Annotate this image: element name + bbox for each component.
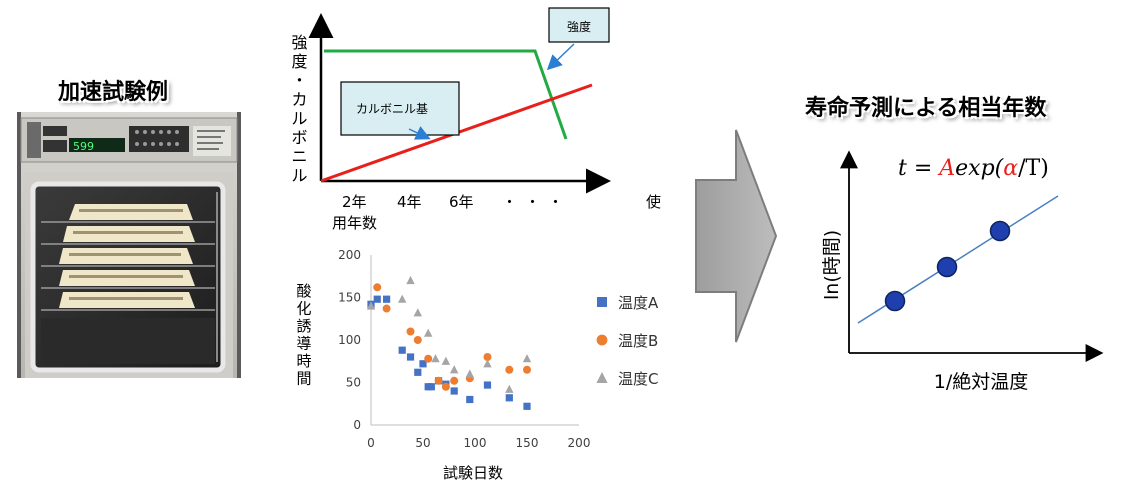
scatter-point	[465, 369, 474, 378]
legend-label: 温度A	[618, 294, 659, 312]
scatter-point	[450, 365, 459, 374]
strength-line	[324, 49, 568, 140]
legend-label: 温度C	[618, 370, 658, 388]
scatter-point	[424, 328, 433, 337]
scatter-point	[413, 336, 422, 344]
scatter-point	[424, 354, 433, 363]
concept-y-label: 強度・カルボニル	[291, 33, 308, 185]
scatter-point	[483, 381, 492, 389]
scatter-point	[427, 383, 435, 391]
formula-A: A	[939, 156, 956, 181]
arrhenius-y-label: ln(時間)	[821, 230, 843, 300]
formula-t: t	[898, 156, 907, 181]
concept-x-label-1: 使	[646, 193, 661, 211]
formula-alpha: α	[1003, 156, 1019, 181]
scatter-point	[431, 354, 440, 363]
scatter-y-tick: 100	[338, 333, 361, 347]
scatter-x-label: 試験日数	[443, 464, 503, 482]
legend-marker	[597, 297, 607, 307]
scatter-y-tick: 0	[353, 418, 361, 432]
callout-carbonyl-box	[340, 81, 460, 136]
scatter-point	[414, 368, 422, 376]
scatter-x-tick: 150	[516, 436, 539, 450]
scatter-point	[382, 304, 391, 313]
scatter-point	[434, 376, 443, 385]
scatter-point	[505, 384, 514, 393]
concept-x-tick: 2年	[342, 193, 367, 211]
arrhenius-point	[936, 256, 958, 278]
scatter-y-tick: 50	[346, 376, 361, 390]
scatter-point	[406, 275, 415, 285]
arrhenius-point	[989, 220, 1011, 242]
scatter-point	[522, 354, 532, 363]
callout-carbonyl-arrow	[408, 126, 431, 140]
scatter-point	[441, 356, 451, 365]
callout-strength-arrow	[546, 43, 575, 71]
scatter-point	[523, 402, 531, 410]
scatter-point	[505, 365, 514, 374]
right-title: 寿命予測による相当年数	[805, 96, 1047, 121]
scatter-x-tick: 50	[415, 436, 430, 450]
callout-strength-box	[548, 7, 610, 43]
scatter-x-tick: 0	[367, 436, 375, 450]
arrhenius-x-label: 1/絶対温度	[934, 371, 1029, 393]
scatter-point	[505, 394, 513, 402]
scatter-point	[413, 308, 422, 317]
arrhenius-formula: t = Aexp(α/T)	[898, 156, 1049, 181]
concept-diagram: 強度・カルボニル 強度 カルボニル基 2年 4年 6年 ・・・ 使 用年数	[291, 7, 661, 232]
scatter-point	[441, 382, 450, 391]
scatter-point	[406, 353, 415, 361]
concept-x-label-2: 用年数	[332, 214, 377, 232]
scatter-point	[523, 365, 531, 374]
scatter-point	[419, 360, 427, 368]
scatter-point	[466, 395, 474, 404]
legend-marker	[596, 372, 608, 383]
scatter-point	[450, 376, 459, 385]
left-title: 加速試験例	[58, 80, 169, 105]
callout-strength-label: 強度	[567, 19, 591, 34]
big-right-arrow	[695, 129, 778, 343]
scatter-chart: 0 50 100 150 200 0 50 100 150 200 温度A 温度B 温度C 酸化誘導時…	[284, 244, 694, 494]
concept-x-tick: ・・・	[502, 193, 571, 211]
oven-photo: 599	[17, 112, 241, 378]
scatter-point	[483, 359, 492, 368]
formula-exp: exp(	[955, 156, 1004, 181]
legend-marker	[596, 334, 608, 346]
scatter-point	[483, 353, 492, 361]
scatter-y-label: 酸化誘導時間	[296, 282, 311, 388]
scatter-point	[398, 346, 406, 354]
arrhenius-plot: ln(時間) 1/絶対温度	[821, 150, 1104, 393]
concept-x-tick: 6年	[449, 193, 474, 211]
scatter-point	[366, 301, 376, 310]
scatter-x-tick: 100	[464, 436, 487, 450]
scatter-point	[383, 295, 391, 303]
concept-x-tick: 4年	[397, 193, 422, 211]
legend-label: 温度B	[618, 332, 658, 350]
scatter-x-tick: 200	[568, 436, 591, 450]
scatter-point	[406, 327, 415, 336]
scatter-point	[398, 294, 407, 303]
formula-tail: /T)	[1018, 156, 1049, 181]
scatter-point	[373, 295, 381, 303]
callout-carbonyl-label: カルボニル基	[356, 102, 428, 116]
oven-display: 599	[73, 140, 94, 153]
scatter-point	[450, 387, 458, 395]
scatter-y-tick: 200	[338, 248, 361, 262]
arrhenius-point	[884, 290, 906, 312]
formula-eq: =	[906, 156, 940, 181]
scatter-point	[373, 283, 382, 292]
scatter-y-tick: 150	[338, 291, 361, 305]
